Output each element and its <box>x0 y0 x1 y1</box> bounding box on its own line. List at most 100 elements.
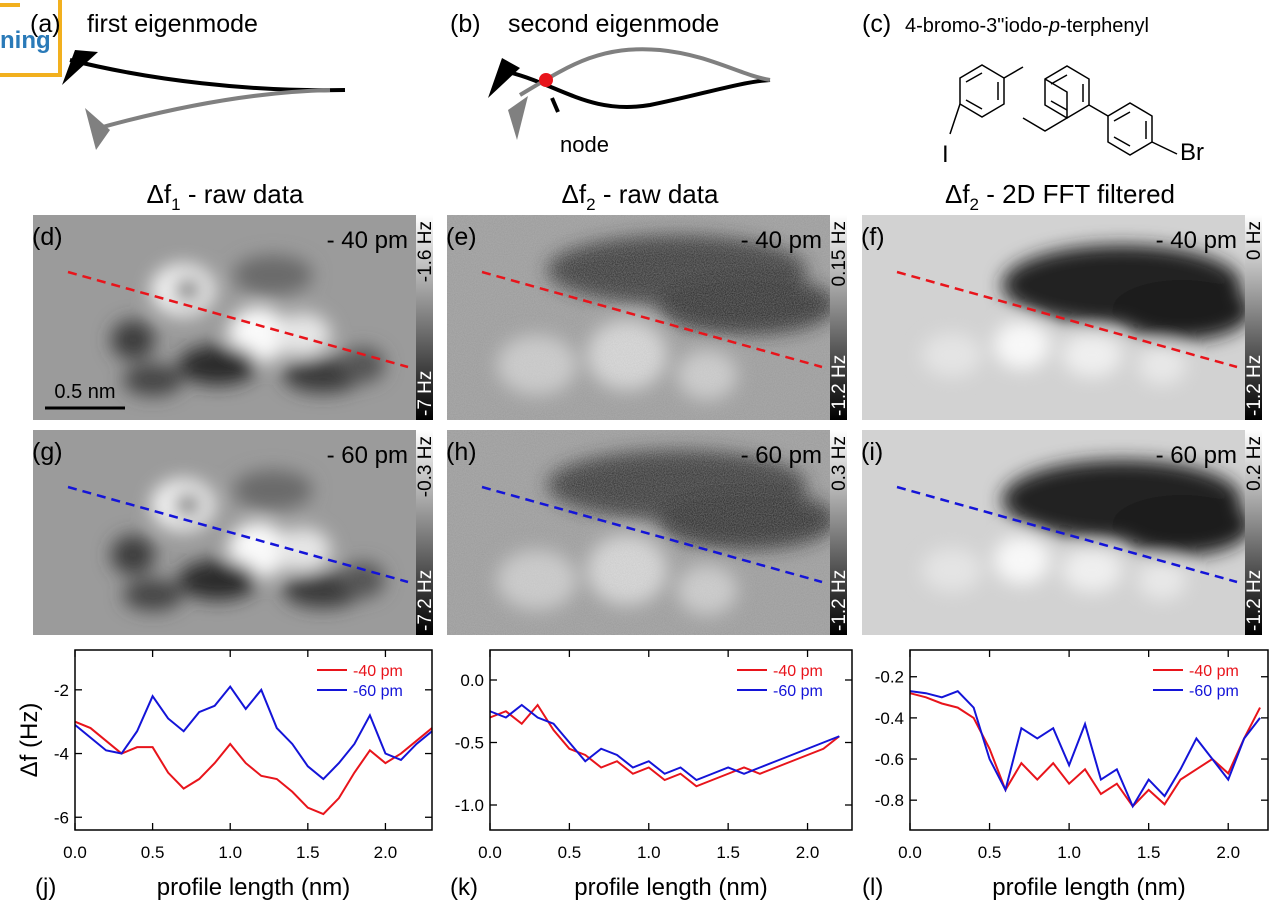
colorbar-label: -0.3 Hz <box>415 436 436 497</box>
title-main: Δf <box>147 179 172 209</box>
x-tick-label: 1.5 <box>716 843 740 862</box>
y-tick-label: 0.0 <box>460 671 484 690</box>
legend-label: -40 pm <box>773 663 823 680</box>
data-line <box>74 684 433 781</box>
title-rest: - 2D FFT filtered <box>979 179 1175 209</box>
x-tick-label: 0.0 <box>478 843 502 862</box>
height-label: - 40 pm <box>1156 227 1237 254</box>
panel-label: (l) <box>862 874 883 901</box>
colorbar <box>416 430 433 635</box>
feature <box>341 562 385 598</box>
x-tick-label: 1.0 <box>637 843 661 862</box>
height-label: - 60 pm <box>327 442 408 469</box>
panel-label: (c) <box>862 10 891 38</box>
afm-image <box>862 430 1245 635</box>
feature <box>174 493 202 517</box>
plot-frame <box>74 649 433 831</box>
data-line <box>489 703 840 782</box>
title-rest: - raw data <box>181 179 304 209</box>
colorbar-label: -7 Hz <box>415 371 436 416</box>
legend-label: -40 pm <box>1189 663 1239 680</box>
colorbar <box>830 215 847 420</box>
y-axis-label: Δf (Hz) <box>16 703 43 778</box>
x-axis-label: profile length (nm) <box>157 874 350 901</box>
title-part: 4-bromo-3"iodo- <box>905 15 1049 37</box>
panel-title: first eigenmode <box>87 10 258 38</box>
title-sub: 1 <box>171 195 180 214</box>
feature <box>178 560 258 600</box>
x-tick-label: 1.0 <box>218 843 242 862</box>
title-main: Δf <box>945 179 970 209</box>
y-tick-label: -2 <box>54 681 69 700</box>
height-label: - 60 pm <box>741 442 822 469</box>
y-tick-label: -0.2 <box>875 668 904 687</box>
height-label: - 40 pm <box>327 227 408 254</box>
title-sub: 2 <box>970 195 979 214</box>
x-tick-label: 0.5 <box>558 843 582 862</box>
node-marker <box>539 73 553 87</box>
x-tick-label: 1.5 <box>1137 843 1161 862</box>
image-features <box>922 460 1245 600</box>
colorbar <box>1245 430 1262 635</box>
x-tick-label: 0.5 <box>978 843 1002 862</box>
legend-label: -60 pm <box>773 683 823 700</box>
x-tick-label: 2.0 <box>374 843 398 862</box>
image-label: (f) <box>861 223 885 251</box>
feature <box>275 528 331 572</box>
colorbar-label: 0.2 Hz <box>1244 436 1265 491</box>
colorbar <box>416 215 433 420</box>
image-noise <box>447 215 830 420</box>
image-noise <box>447 430 830 635</box>
colorbar-label: -7.2 Hz <box>415 570 436 631</box>
image-label: (e) <box>446 223 477 251</box>
x-axis-label: profile length (nm) <box>574 874 767 901</box>
column-title: Δf2 - raw data <box>562 179 719 214</box>
feature <box>1062 548 1122 592</box>
feature <box>1062 333 1122 377</box>
x-tick-label: 1.0 <box>1057 843 1081 862</box>
panel-label: (a) <box>30 10 61 38</box>
tip <box>508 96 528 140</box>
feature <box>275 313 331 357</box>
colorbar-label: 0.3 Hz <box>829 436 850 491</box>
afm-image <box>33 430 416 635</box>
panel-title: 4-bromo-3"iodo-p-terphenyl <box>905 15 1149 37</box>
x-tick-label: 0.0 <box>63 843 87 862</box>
afm-image <box>862 215 1245 420</box>
feature <box>341 347 385 383</box>
cantilever-second <box>507 70 771 109</box>
column-title: Δf2 - 2D FFT filtered <box>945 179 1175 214</box>
legend-label: -60 pm <box>353 683 403 700</box>
image-label: (d) <box>32 223 63 251</box>
colorbar-label: -1.6 Hz <box>415 221 436 282</box>
tip <box>488 58 520 98</box>
feature <box>922 548 982 592</box>
legend-label: -60 pm <box>1189 683 1239 700</box>
panel-label: (j) <box>35 874 56 901</box>
cantilever-first <box>69 58 346 93</box>
logo-frame <box>0 0 62 77</box>
feature <box>994 536 1050 584</box>
colorbar-label: -1.2 Hz <box>1244 570 1265 631</box>
x-axis-label: profile length (nm) <box>992 874 1185 901</box>
y-tick-label: -6 <box>54 808 69 827</box>
image-features <box>922 245 1245 385</box>
data-line <box>74 720 433 816</box>
feature <box>922 333 982 377</box>
y-tick-label: -4 <box>54 745 69 764</box>
cantilever-first-deflected <box>91 88 331 132</box>
data-line <box>909 689 1261 809</box>
colorbar-label: 0 Hz <box>1244 221 1265 260</box>
title-sub: 2 <box>586 195 595 214</box>
feature <box>111 320 155 360</box>
feature <box>174 278 202 302</box>
y-tick-label: -1.0 <box>455 796 484 815</box>
tip <box>85 108 110 150</box>
node-pointer <box>550 97 560 113</box>
feature <box>233 470 313 510</box>
image-label: (h) <box>446 438 477 466</box>
colorbar-label: -1.2 Hz <box>1244 355 1265 416</box>
annotation: node <box>560 132 609 157</box>
image-label: (i) <box>861 438 883 466</box>
